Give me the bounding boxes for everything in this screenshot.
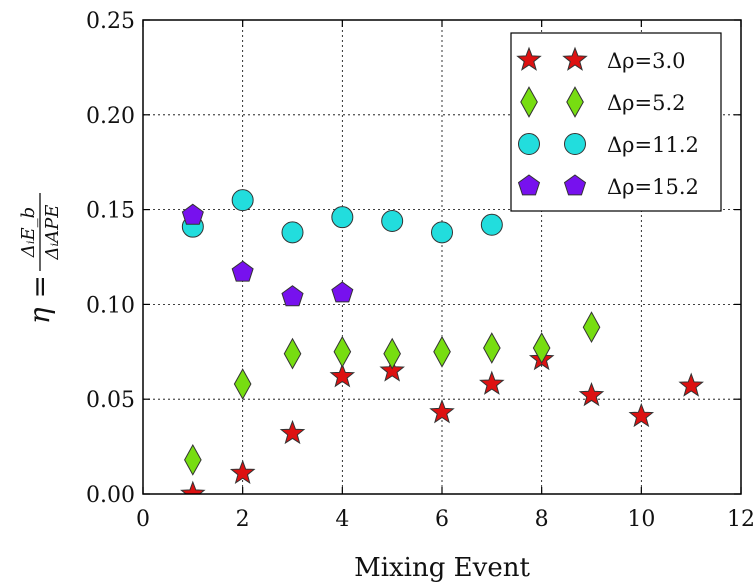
y-axis-label: η = ΔᵢE_b ΔᵢAPE <box>18 193 63 324</box>
y-tick-label: 0.00 <box>86 483 135 508</box>
diamond-point <box>383 337 401 370</box>
diamond-point <box>433 335 451 368</box>
x-tick-label: 0 <box>136 507 150 532</box>
legend-marker <box>563 174 587 196</box>
star-point <box>628 402 655 428</box>
diamond-point <box>184 443 202 476</box>
data-points <box>180 189 704 494</box>
y-tick-label: 0.05 <box>86 388 135 413</box>
x-tick-label: 6 <box>435 507 449 532</box>
pentagon-point <box>281 285 304 307</box>
x-tick-label: 2 <box>236 507 250 532</box>
star-point <box>479 370 505 395</box>
x-tick-label: 8 <box>535 507 549 532</box>
y-tick-label: 0.20 <box>86 104 135 129</box>
legend-marker <box>562 46 588 71</box>
diamond-point <box>283 337 302 370</box>
legend-marker <box>564 133 586 155</box>
legend: Δρ=3.0 Δρ=5.2 Δρ=11.2 Δρ=15.2 <box>510 32 722 212</box>
star-point <box>678 372 704 397</box>
x-tick-label: 12 <box>727 507 753 532</box>
star-point <box>329 362 356 388</box>
y-tick-label: 0.10 <box>86 293 135 318</box>
legend-marker <box>518 133 540 155</box>
star-point <box>180 480 206 494</box>
diamond-point <box>483 332 501 364</box>
circle-point <box>381 209 404 232</box>
circle-point <box>480 213 503 236</box>
star-point <box>229 459 256 485</box>
pentagon-point <box>331 281 354 303</box>
legend-box <box>510 32 722 212</box>
pentagon-point <box>181 203 204 225</box>
star-point <box>578 381 605 407</box>
diamond-point <box>582 311 601 344</box>
circle-point <box>431 221 453 244</box>
legend-marker <box>516 46 542 71</box>
legend-label: Δρ=3.0 <box>607 49 686 73</box>
circle-point <box>331 206 354 229</box>
x-tick-label: 10 <box>627 507 655 532</box>
circle-point <box>231 189 254 212</box>
y-axis-label-numerator: ΔᵢE_b <box>18 207 39 258</box>
legend-label: Δρ=15.2 <box>607 175 699 199</box>
legend-marker <box>517 174 541 196</box>
legend-label: Δρ=11.2 <box>607 133 699 157</box>
series-circle <box>181 189 503 244</box>
x-tick-label: 4 <box>335 507 349 532</box>
series-diamond <box>184 311 601 476</box>
star-point <box>429 399 455 424</box>
diamond-point <box>532 332 551 364</box>
y-axis-label-denominator: ΔᵢAPE <box>42 205 63 261</box>
pentagon-point <box>231 260 254 282</box>
star-point <box>279 419 306 445</box>
series-pentagon <box>181 203 354 307</box>
legend-marker <box>566 86 584 118</box>
legend-label: Δρ=5.2 <box>607 91 686 115</box>
star-point <box>379 357 405 382</box>
y-tick-label: 0.15 <box>86 199 135 224</box>
circle-point <box>281 221 304 244</box>
legend-marker <box>520 86 538 118</box>
y-axis-label-prefix: η = <box>23 275 56 324</box>
x-axis-label: Mixing Event <box>354 553 530 583</box>
y-tick-label: 0.25 <box>86 9 135 34</box>
diamond-point <box>233 368 252 400</box>
diamond-point <box>333 335 352 368</box>
axis-ticks: 0 2 4 6 8 10 12 0.00 0.05 0.10 0.15 0.20 0.25 <box>86 9 753 532</box>
